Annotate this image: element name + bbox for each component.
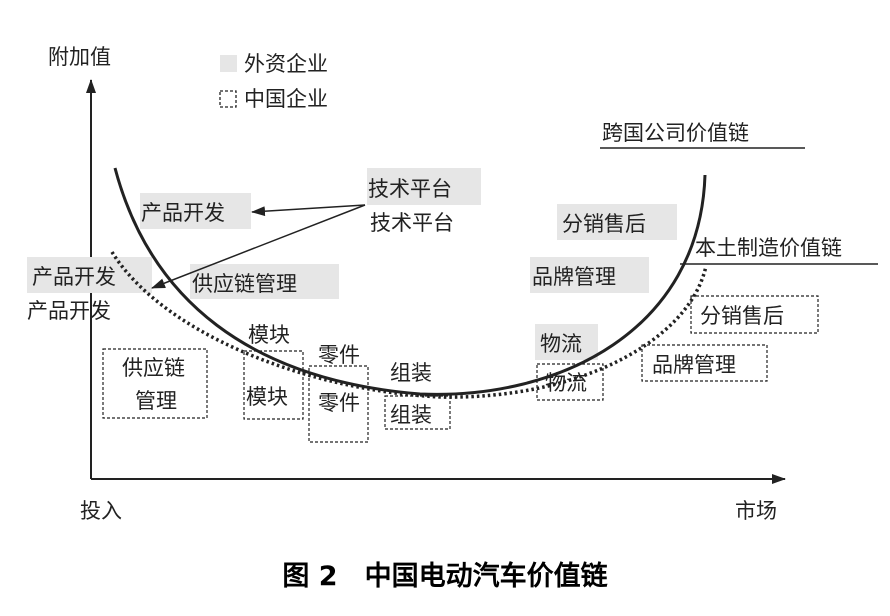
domestic-parts-box <box>308 365 369 443</box>
legend-domestic-label: 中国企业 <box>244 87 328 111</box>
foreign-brand-label: 品牌管理 <box>532 265 616 289</box>
y-axis-label: 附加值 <box>48 45 111 69</box>
figure-caption: 图 2 中国电动汽车价值链 <box>282 560 607 592</box>
foreign-supply-chain-label: 供应链管理 <box>192 272 297 296</box>
x-axis-start-label: 投入 <box>80 499 122 523</box>
foreign-product-dev-bg <box>140 193 251 229</box>
assembly-label: 组装 <box>390 361 432 385</box>
domestic-assembly-box <box>384 395 451 430</box>
arrow-to-product-dev-left <box>151 204 366 289</box>
domestic-supply-chain-line1: 供应链 <box>122 356 185 380</box>
foreign-tech-platform-bg <box>367 168 481 205</box>
foreign-distribution-bg <box>557 204 677 240</box>
arrow-to-product-dev <box>251 204 366 217</box>
domestic-distribution-box <box>690 295 819 334</box>
domestic-brand-label: 品牌管理 <box>652 353 736 377</box>
foreign-brand-bg <box>530 257 649 293</box>
domestic-supply-chain-box <box>102 348 208 419</box>
domestic-logistics-box <box>536 363 604 401</box>
domestic-value-chain-curve <box>110 251 708 399</box>
foreign-distribution-label: 分销售后 <box>562 212 646 236</box>
foreign-product-dev-left-bg <box>27 257 152 293</box>
foreign-product-dev-label: 产品开发 <box>141 201 225 225</box>
foreign-value-chain-curve <box>113 167 707 396</box>
domestic-supply-chain-line2: 管理 <box>135 389 177 413</box>
domestic-parts-label: 零件 <box>318 391 360 415</box>
domestic-distribution-label: 分销售后 <box>700 304 784 328</box>
domestic-assembly-label: 组装 <box>390 403 432 427</box>
legend-foreign-label: 外资企业 <box>244 52 328 76</box>
module-label: 模块 <box>248 323 290 347</box>
domestic-chain-title: 本土制造价值链 <box>695 236 842 260</box>
domestic-product-dev-label: 产品开发 <box>27 299 111 323</box>
legend-gray-swatch <box>220 55 237 72</box>
foreign-tech-platform-label: 技术平台 <box>368 177 452 201</box>
foreign-logistics-label: 物流 <box>540 332 582 356</box>
domestic-module-box <box>243 350 304 420</box>
domestic-tech-platform-label: 技术平台 <box>370 211 454 235</box>
domestic-logistics-label: 物流 <box>545 371 587 395</box>
domestic-module-label: 模块 <box>246 385 288 409</box>
foreign-logistics-bg <box>535 324 598 360</box>
foreign-chain-title: 跨国公司价值链 <box>602 121 749 145</box>
parts-label: 零件 <box>318 343 360 367</box>
legend-dashed-swatch <box>219 90 237 108</box>
foreign-supply-chain-bg <box>190 264 339 299</box>
foreign-product-dev-left-label: 产品开发 <box>32 265 116 289</box>
domestic-brand-box <box>641 344 768 382</box>
x-axis-end-label: 市场 <box>735 499 777 523</box>
